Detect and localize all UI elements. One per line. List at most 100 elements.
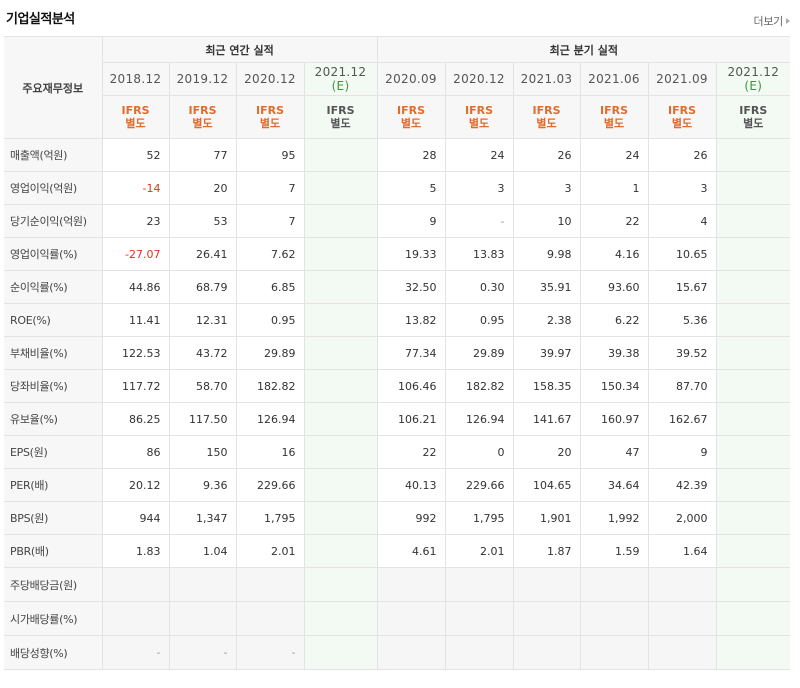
table-cell	[235, 567, 305, 602]
table-row: 매출액(억원) 52 77 95 28 24 26 24 26	[4, 138, 791, 172]
table-cell: 1,795	[235, 501, 305, 535]
ifrs-label: IFRS	[600, 104, 629, 117]
table-row: 순이익률(%) 44.86 68.79 6.85 32.50 0.30 35.91 93.60…	[4, 270, 791, 304]
table-cell: 32.50	[376, 270, 446, 304]
table-cell: 4	[647, 204, 717, 238]
table-cell	[715, 402, 791, 436]
table-cell: 2.01	[235, 534, 305, 568]
ifrs-label: IFRS	[256, 104, 284, 117]
table-cell: 2,000	[647, 501, 717, 535]
ifrs-label: IFRS	[188, 104, 217, 117]
table-row: EPS(원) 86 150 16 22 0 20 47 9	[4, 435, 791, 469]
table-cell: 1,992	[579, 501, 649, 535]
ifrs-basis: IFRS 별도	[168, 95, 237, 139]
table-row: 시가배당률(%)	[4, 601, 791, 636]
table-cell: 229.66	[444, 468, 514, 502]
ifrs-basis: IFRS 별도	[512, 95, 581, 139]
table-cell: 7	[235, 171, 305, 205]
period-label: 2021.12	[727, 65, 780, 79]
table-cell: 126.94	[444, 402, 514, 436]
table-cell	[303, 237, 378, 271]
table-cell: 15.67	[647, 270, 717, 304]
table-row: 유보율(%) 86.25 117.50 126.94 106.21 126.94 141.6…	[4, 402, 791, 436]
period-header: 2021.06	[579, 62, 649, 96]
table-cell: 106.21	[376, 402, 446, 436]
estimate-mark: (E)	[331, 79, 350, 93]
table-cell: -	[101, 635, 170, 670]
table-cell: 150.34	[579, 369, 649, 403]
table-cell	[715, 171, 791, 205]
table-cell	[715, 237, 791, 271]
table-row: 부채비율(%) 122.53 43.72 29.89 77.34 29.89 39.97 39…	[4, 336, 791, 370]
row-label: 영업이익(억원)	[4, 171, 103, 205]
table-cell: 11.41	[101, 303, 170, 337]
period-header: 2021.09	[647, 62, 717, 96]
basis-label: 별도	[259, 117, 281, 130]
table-cell: 6.85	[235, 270, 305, 304]
table-cell: 944	[101, 501, 170, 535]
period-header: 2021.12 (E)	[715, 62, 791, 96]
table-cell	[715, 501, 791, 535]
row-label: EPS(원)	[4, 435, 103, 469]
basis-label: 별도	[330, 117, 351, 130]
table-cell: 53	[168, 204, 237, 238]
table-cell: 10.65	[647, 237, 717, 271]
table-cell: 39.38	[579, 336, 649, 370]
table-cell: 1,795	[444, 501, 514, 535]
table-cell	[101, 601, 170, 636]
table-cell: 22	[579, 204, 649, 238]
basis-label: 별도	[400, 117, 422, 130]
table-cell: 34.64	[579, 468, 649, 502]
table-cell: 24	[444, 138, 514, 172]
row-label: ROE(%)	[4, 303, 103, 337]
table-cell: 3	[444, 171, 514, 205]
table-cell: 13.82	[376, 303, 446, 337]
table-cell: 52	[101, 138, 170, 172]
table-cell: 992	[376, 501, 446, 535]
table-row: 영업이익(억원) -14 20 7 5 3 3 1 3	[4, 171, 791, 205]
table-cell: 0	[444, 435, 514, 469]
table-row: BPS(원) 944 1,347 1,795 992 1,795 1,901 1,992 2,0…	[4, 501, 791, 535]
basis-label: 별도	[671, 117, 693, 130]
table-cell: 1,901	[512, 501, 581, 535]
ifrs-label: IFRS	[465, 104, 494, 117]
table-cell: 1.64	[647, 534, 717, 568]
table-cell	[512, 567, 581, 602]
table-cell: 35.91	[512, 270, 581, 304]
table-cell: 42.39	[647, 468, 717, 502]
table-cell: 104.65	[512, 468, 581, 502]
period-label: 2018.12	[109, 72, 162, 86]
ifrs-label: IFRS	[668, 104, 697, 117]
financial-summary-table: 주요재무정보 최근 연간 실적 최근 분기 실적 2018.12 2019.12 2…	[4, 36, 791, 670]
table-cell: 5.36	[647, 303, 717, 337]
table-cell	[303, 204, 378, 238]
basis-label: 별도	[125, 117, 146, 130]
table-cell: 122.53	[101, 336, 170, 370]
table-cell: 2.38	[512, 303, 581, 337]
period-label: 2021.06	[588, 72, 640, 86]
table-cell: 1,347	[168, 501, 237, 535]
basis-label: 별도	[603, 117, 625, 130]
more-link[interactable]: 더보기	[754, 13, 790, 29]
table-cell: 20	[512, 435, 581, 469]
table-cell: 58.70	[168, 369, 237, 403]
table-cell	[512, 635, 581, 670]
row-label: 매출액(억원)	[4, 138, 103, 172]
table-cell: 1.87	[512, 534, 581, 568]
table-cell	[303, 567, 378, 602]
period-label: 2021.09	[656, 72, 708, 86]
table-cell	[303, 468, 378, 502]
basis-label: 별도	[536, 117, 557, 130]
table-cell: 16	[235, 435, 305, 469]
basis-label: 별도	[743, 117, 764, 130]
table-cell	[168, 567, 237, 602]
period-label: 2021.03	[520, 72, 573, 86]
table-row: 당좌비율(%) 117.72 58.70 182.82 106.46 182.82 158.…	[4, 369, 791, 403]
table-cell: 40.13	[376, 468, 446, 502]
table-cell	[303, 369, 378, 403]
row-label: 시가배당률(%)	[4, 601, 103, 636]
table-cell: 77	[168, 138, 237, 172]
table-row: PBR(배) 1.83 1.04 2.01 4.61 2.01 1.87 1.59 1.64	[4, 534, 791, 568]
table-cell: 106.46	[376, 369, 446, 403]
table-cell: 68.79	[168, 270, 237, 304]
